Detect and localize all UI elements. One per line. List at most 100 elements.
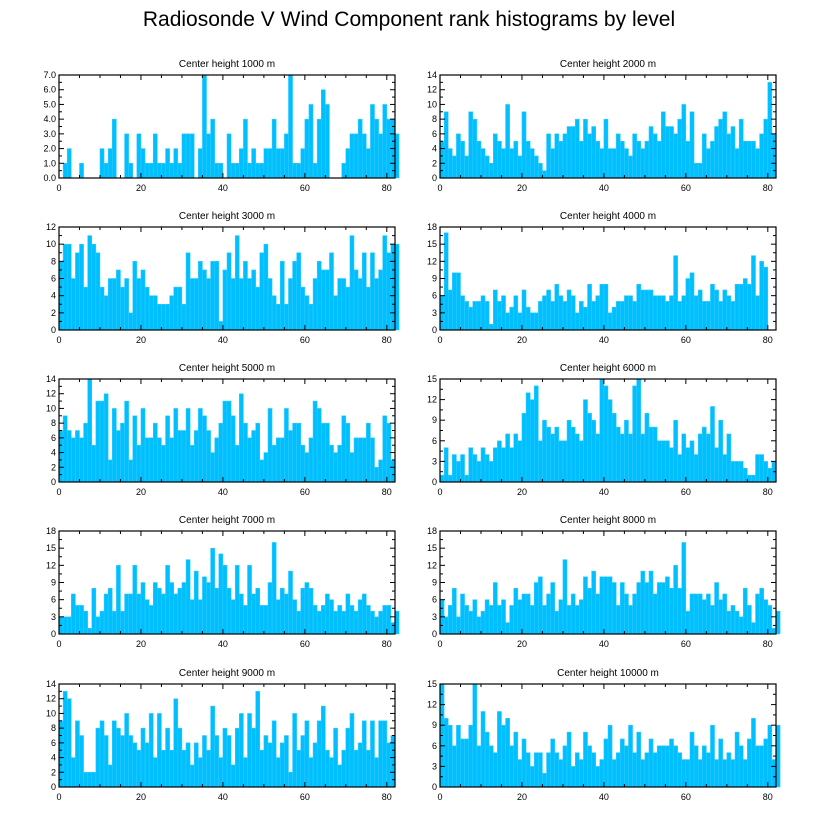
histogram-bar <box>132 261 138 331</box>
histogram-bar <box>767 605 773 635</box>
histogram-bar <box>296 163 302 179</box>
histogram-bar <box>116 565 121 635</box>
histogram-bar <box>136 278 142 331</box>
histogram-bar <box>681 433 687 483</box>
y-tick-label: 6.0 <box>43 85 56 95</box>
histogram-bar <box>181 430 187 483</box>
histogram-bar <box>361 593 367 635</box>
y-tick-label: 0 <box>432 325 437 335</box>
y-tick-label: 15 <box>46 543 56 553</box>
histogram-bar <box>357 278 363 331</box>
x-tick-label: 20 <box>136 639 146 649</box>
histogram-bar <box>128 163 134 179</box>
histogram-bar <box>611 759 617 788</box>
histogram-bar <box>210 452 215 483</box>
histogram-bar <box>447 474 453 483</box>
x-tick-label: 40 <box>218 792 228 802</box>
histogram-bar <box>624 148 629 179</box>
histogram-bar <box>144 163 150 179</box>
histogram-bar <box>345 422 351 483</box>
histogram-bar <box>689 272 695 331</box>
histogram-bar <box>198 599 203 635</box>
histogram-bar <box>722 759 728 788</box>
histogram-bar <box>636 731 642 788</box>
histogram-bar <box>239 148 244 179</box>
histogram-bar <box>726 610 732 635</box>
histogram-bar <box>177 163 183 179</box>
histogram-bar <box>124 400 129 483</box>
histogram-bar <box>296 610 302 635</box>
y-tick-label: 0 <box>432 477 437 487</box>
x-tick-label: 0 <box>56 639 61 649</box>
histogram-bar <box>632 385 637 483</box>
histogram-bar <box>644 582 650 635</box>
x-tick-label: 40 <box>599 183 609 193</box>
histogram-bar <box>296 749 302 788</box>
histogram-bar <box>173 698 179 788</box>
histogram-bar <box>202 74 207 179</box>
y-tick-label: 0 <box>432 173 437 183</box>
histogram-bar <box>669 126 674 179</box>
histogram-bar <box>361 133 367 179</box>
histogram-bar <box>566 731 572 788</box>
histogram-bar <box>656 295 662 331</box>
histogram-bar <box>693 454 699 483</box>
y-tick-label: 8 <box>51 418 56 428</box>
histogram-bar <box>308 587 314 635</box>
histogram-bar <box>775 724 781 788</box>
y-tick-label: 15 <box>427 543 437 553</box>
histogram-bar <box>83 610 88 635</box>
histogram-bar <box>554 426 560 483</box>
histogram-bar <box>292 422 297 483</box>
histogram-bar <box>275 148 281 179</box>
histogram-bar <box>738 283 744 331</box>
histogram-bar <box>652 426 658 483</box>
histogram-bar <box>447 148 453 179</box>
histogram-bar <box>714 447 719 483</box>
histogram-bar <box>742 759 748 788</box>
histogram-bar <box>595 433 601 483</box>
histogram-bar <box>517 599 523 635</box>
y-tick-label: 12 <box>427 700 437 710</box>
histogram-bar <box>706 148 711 179</box>
histogram-bar <box>566 419 572 483</box>
histogram-bar <box>447 289 453 331</box>
histogram-bar <box>378 269 383 331</box>
histogram-bar <box>632 133 637 179</box>
histogram-bar <box>722 454 728 483</box>
histogram-bar <box>366 749 371 788</box>
histogram-bar <box>329 444 334 483</box>
y-tick-label: 4 <box>432 144 437 154</box>
histogram-bar <box>91 444 97 483</box>
x-tick-label: 0 <box>437 335 442 345</box>
histogram-bar <box>554 752 560 788</box>
histogram-bar <box>509 447 515 483</box>
histogram-bar <box>79 437 84 483</box>
histogram-bar <box>267 582 273 635</box>
histogram-bar <box>366 605 371 635</box>
histogram-bar <box>701 745 707 788</box>
histogram-bar <box>263 243 269 331</box>
histogram-bar <box>570 426 576 483</box>
histogram-bar <box>456 616 461 635</box>
histogram-bar <box>165 727 170 788</box>
histogram-bar <box>128 593 134 635</box>
histogram-bar <box>701 301 707 331</box>
histogram-bar <box>320 705 326 788</box>
histogram-bar <box>210 261 215 331</box>
histogram-bar <box>341 278 347 331</box>
histogram-bar <box>484 599 490 635</box>
histogram-bar <box>374 757 379 788</box>
histogram-bar <box>173 286 179 331</box>
histogram-bar <box>193 570 199 635</box>
histogram-bar <box>161 444 166 483</box>
histogram-bar <box>464 301 469 331</box>
histogram-bar <box>189 444 195 483</box>
histogram-bar <box>316 118 322 179</box>
histogram-bar <box>71 278 76 331</box>
histogram-bar <box>755 454 760 483</box>
histogram-bar <box>107 764 113 788</box>
y-tick-label: 9 <box>432 578 437 588</box>
y-tick-label: 10 <box>46 403 56 413</box>
histogram-bar <box>288 570 293 635</box>
